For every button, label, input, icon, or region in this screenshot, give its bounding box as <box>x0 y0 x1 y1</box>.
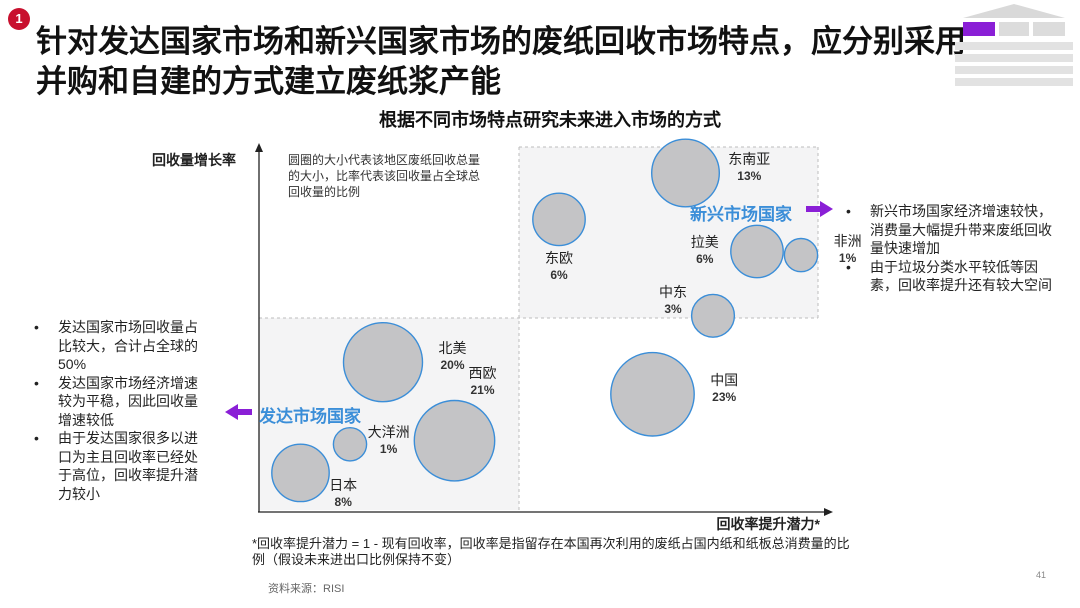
bubble-2 <box>730 224 784 279</box>
bubble-label: 东南亚 13% <box>709 151 789 185</box>
bubble-region-name: 东欧 <box>545 249 573 266</box>
bubble-3 <box>783 237 819 273</box>
bubble-label: 中东 3% <box>633 284 713 318</box>
bubble-region-name: 中国 <box>710 372 739 389</box>
bubble-label: 西欧 21% <box>443 365 523 399</box>
bubble-region-name: 日本 <box>329 476 358 493</box>
left-arrow-icon <box>225 404 252 420</box>
bubble-region-name: 大洋洲 <box>367 424 410 441</box>
page-number: 41 <box>1036 570 1047 580</box>
y-axis-label: 回收量增长率 <box>152 152 236 168</box>
group-label-emerging: 新兴市场国家 <box>690 205 792 224</box>
chart-footnote: *回收率提升潜力 = 1 - 现有回收率，回收率是指留存在本国再次利用的废纸占国… <box>252 536 850 567</box>
y-axis-arrow <box>255 143 263 152</box>
bubble-9 <box>271 443 330 503</box>
bubble-share: 6% <box>550 267 568 282</box>
group-label-developed: 发达市场国家 <box>259 407 361 426</box>
company-logo <box>955 4 1073 86</box>
bubble-region-name: 西欧 <box>468 364 497 381</box>
bubble-label: 东欧 6% <box>519 250 599 284</box>
emerging-note-1: 新兴市场国家经济增速较快，消费量大幅提升带来废纸回收量快速增加 <box>842 202 1062 258</box>
bubble-5 <box>342 322 424 403</box>
bubble-0 <box>651 138 721 208</box>
right-arrow-icon <box>806 201 833 217</box>
bubble-share: 1% <box>379 442 398 457</box>
x-axis-arrow <box>824 508 833 516</box>
bubble-share: 21% <box>470 382 495 397</box>
bubble-4 <box>690 293 736 338</box>
bubble-share: 20% <box>440 358 465 373</box>
bubble-share: 3% <box>664 301 682 316</box>
developed-market-notes: 发达国家市场回收量占比较大，合计占全球的50% 发达国家市场经济增速较为平稳，因… <box>30 318 210 503</box>
bubble-label: 大洋洲 1% <box>349 424 429 458</box>
bubble-label: 拉美 6% <box>665 234 745 268</box>
bubble-region-name: 东南亚 <box>728 151 771 167</box>
data-source: 资料来源：RISI <box>268 583 345 595</box>
bubble-label: 日本 8% <box>303 477 383 511</box>
developed-note-1: 发达国家市场回收量占比较大，合计占全球的50% <box>30 318 210 374</box>
chart-title: 根据不同市场特点研究未来进入市场的方式 <box>379 110 721 130</box>
bubble-1 <box>532 192 586 247</box>
bubble-7 <box>610 351 695 437</box>
bubble-label: 北美 20% <box>413 340 493 374</box>
bubble-8 <box>332 426 368 462</box>
bubble-share: 6% <box>696 251 714 266</box>
bubble-share: 13% <box>737 169 762 183</box>
developed-note-2: 发达国家市场经济增速较为平稳，因此回收量增速较低 <box>30 374 210 430</box>
slide-title: 针对发达国家市场和新兴国家市场的废纸回收市场特点，应分别采用并购和自建的方式建立… <box>36 24 966 99</box>
bubble-size-note: 圆圈的大小代表该地区废纸回收总量的大小，比率代表该回收量占全球总回收量的比例 <box>288 153 481 199</box>
bubble-region-name: 北美 <box>438 340 467 357</box>
emerging-note-2: 由于垃圾分类水平较低等因素，回收率提升还有较大空间 <box>842 258 1062 295</box>
bubble-region-name: 中东 <box>659 283 687 300</box>
emerging-market-notes: 新兴市场国家经济增速较快，消费量大幅提升带来废纸回收量快速增加 由于垃圾分类水平… <box>842 202 1062 295</box>
bubble-share: 23% <box>712 390 737 405</box>
bubble-share: 8% <box>334 494 352 509</box>
bubble-6 <box>413 399 496 482</box>
developed-note-3: 由于发达国家很多以进口为主且回收率已经处于高位，回收率提升潜力较小 <box>30 429 210 503</box>
bubble-label: 中国 23% <box>684 372 764 406</box>
x-axis-label: 回收率提升潜力* <box>716 516 820 532</box>
slide-number-badge: 1 <box>8 8 30 30</box>
bubble-region-name: 拉美 <box>690 233 719 250</box>
